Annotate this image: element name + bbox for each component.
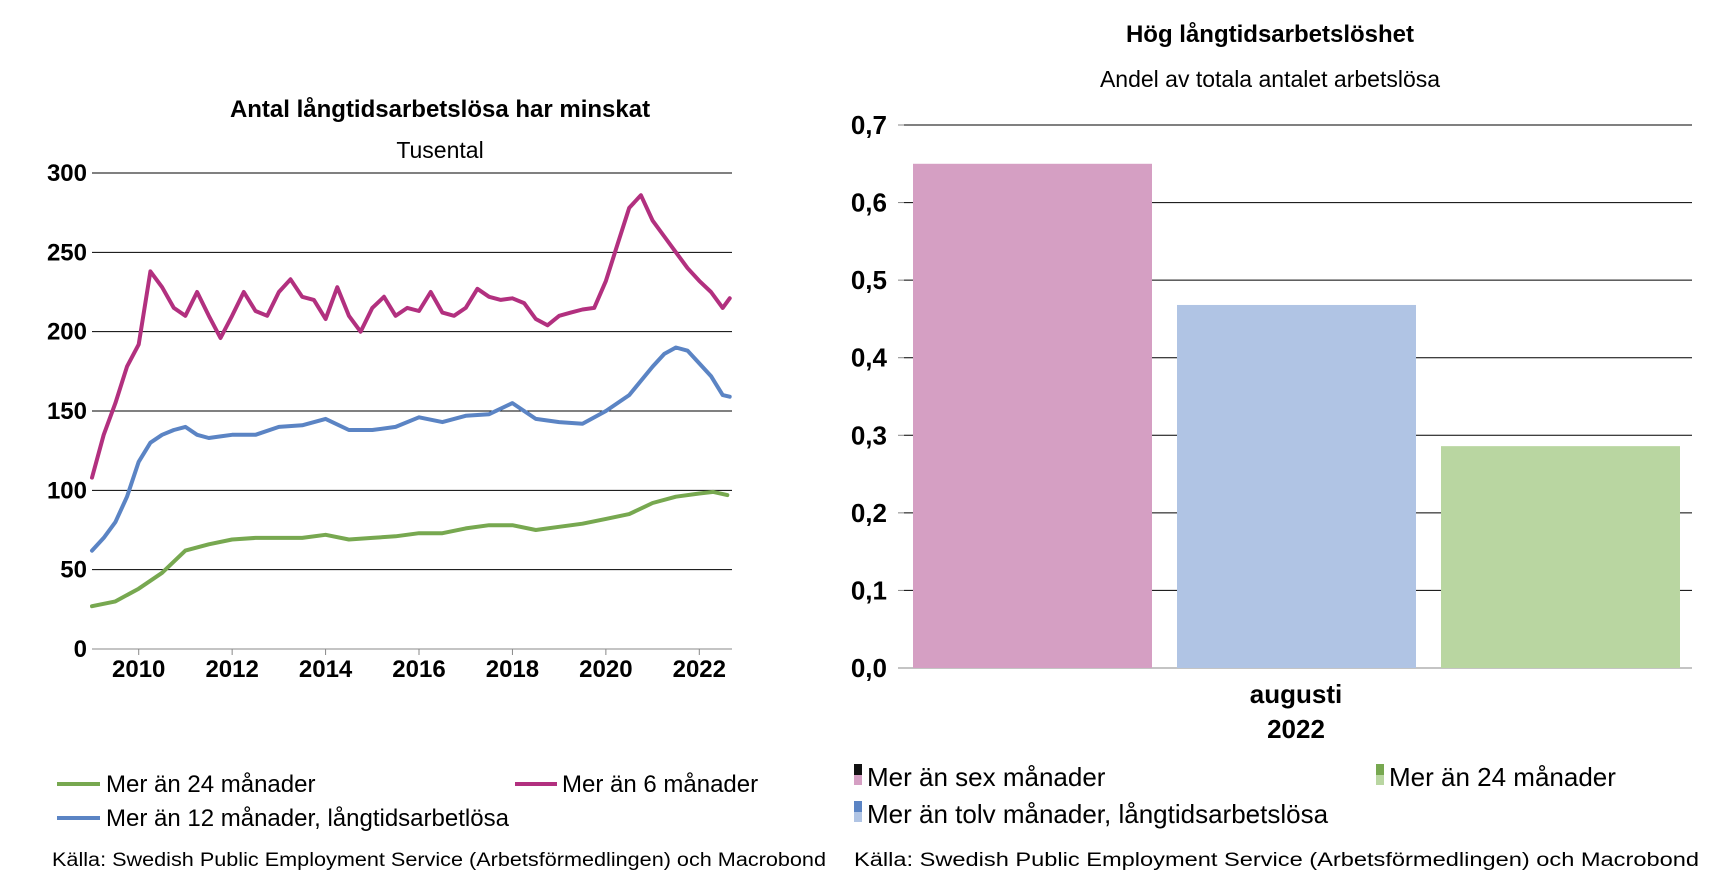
- series-line-mer-an-6-manader: [90, 193, 732, 480]
- x-tick-label: 2012: [205, 656, 258, 683]
- x-tick-label: 2020: [579, 656, 632, 683]
- y-tick-label: 0,0: [851, 653, 887, 683]
- legend: Mer än sex månader Mer än 24 månader Mer…: [854, 762, 1616, 829]
- bar-mer-an-sex-manader: [913, 163, 1152, 669]
- x-tick-label: 2016: [392, 656, 445, 683]
- category-label-line1: augusti: [1250, 679, 1342, 709]
- y-tick-label: 150: [47, 398, 87, 425]
- gridlines: [92, 172, 732, 650]
- chart-title: Hög långtidsarbetslöshet: [1126, 21, 1414, 48]
- chart-title: Antal långtidsarbetslösa har minskat: [230, 96, 650, 123]
- x-tick-label: 2022: [673, 656, 726, 683]
- legend-swatch-12m-dark: [854, 801, 862, 812]
- y-tick-label: 0,5: [851, 265, 887, 295]
- source-note: Källa: Swedish Public Employment Service…: [854, 850, 1699, 871]
- series-line-mer-an-24-manader: [90, 489, 730, 609]
- y-tick-label: 250: [47, 239, 87, 266]
- legend-label-24m: Mer än 24 månader: [1389, 762, 1616, 792]
- chart-subtitle: Tusental: [396, 137, 483, 163]
- legend-label-12m: Mer än 12 månader, långtidsarbetlösa: [106, 805, 510, 832]
- x-tick-label: 2014: [299, 656, 353, 683]
- legend-label-24m: Mer än 24 månader: [106, 771, 315, 798]
- bars: [913, 163, 1680, 669]
- y-tick-label: 0,4: [851, 343, 888, 373]
- legend-swatch-24m-dark: [1376, 764, 1384, 775]
- legend-label-12m: Mer än tolv månader, långtidsarbetslösa: [867, 799, 1329, 829]
- series-line-mer-an-12-manader-langtidsarbetlosa: [90, 345, 732, 553]
- y-tick-label: 0: [74, 636, 87, 663]
- bar-chart-panel: Hög långtidsarbetslöshet Andel av totala…: [840, 0, 1716, 880]
- chart-subtitle: Andel av totala antalet arbetslösa: [1100, 66, 1440, 92]
- legend-swatch-24m: [1376, 775, 1384, 785]
- y-tick-label: 0,3: [851, 420, 887, 450]
- y-tick-label: 300: [47, 160, 87, 187]
- y-tick-label: 0,6: [851, 188, 887, 218]
- source-note: Källa: Swedish Public Employment Service…: [52, 850, 826, 871]
- legend-label-6m: Mer än sex månader: [867, 762, 1106, 792]
- legend-swatch-6m: [854, 775, 862, 785]
- line-chart: Antal långtidsarbetslösa har minskat Tus…: [47, 96, 826, 871]
- y-tick-label: 50: [60, 557, 87, 584]
- x-tick-label: 2018: [486, 656, 539, 683]
- legend-swatch-6m-dark: [854, 764, 862, 775]
- x-tick-label: 2010: [112, 656, 165, 683]
- bar-mer-an-24-manader: [1441, 446, 1680, 668]
- y-tick-label: 0,2: [851, 498, 887, 528]
- y-tick-label: 100: [47, 477, 87, 504]
- x-axis-ticks: 2010 2012 2014 2016 2018 2020 2022: [112, 649, 726, 683]
- line-chart-panel: Antal långtidsarbetslösa har minskat Tus…: [0, 0, 840, 880]
- y-tick-label: 0,1: [851, 575, 887, 605]
- y-tick-label: 0,7: [851, 110, 887, 140]
- y-axis-ticks: 0,0 0,1 0,2 0,3 0,4 0,5 0,6 0,7: [851, 110, 904, 683]
- category-label-line2: 2022: [1267, 714, 1325, 744]
- legend: Mer än 24 månader Mer än 6 månader Mer ä…: [57, 771, 758, 832]
- y-axis-ticks: 0 50 100 150 200 250 300: [47, 160, 87, 663]
- bar-chart: Hög långtidsarbetslöshet Andel av totala…: [851, 21, 1699, 871]
- legend-swatch-12m: [854, 812, 862, 822]
- series-lines: [90, 193, 732, 609]
- y-tick-label: 200: [47, 319, 87, 346]
- legend-label-6m: Mer än 6 månader: [562, 771, 758, 798]
- bar-mer-an-tolv-manader-langtidsarbetslosa: [1177, 304, 1416, 668]
